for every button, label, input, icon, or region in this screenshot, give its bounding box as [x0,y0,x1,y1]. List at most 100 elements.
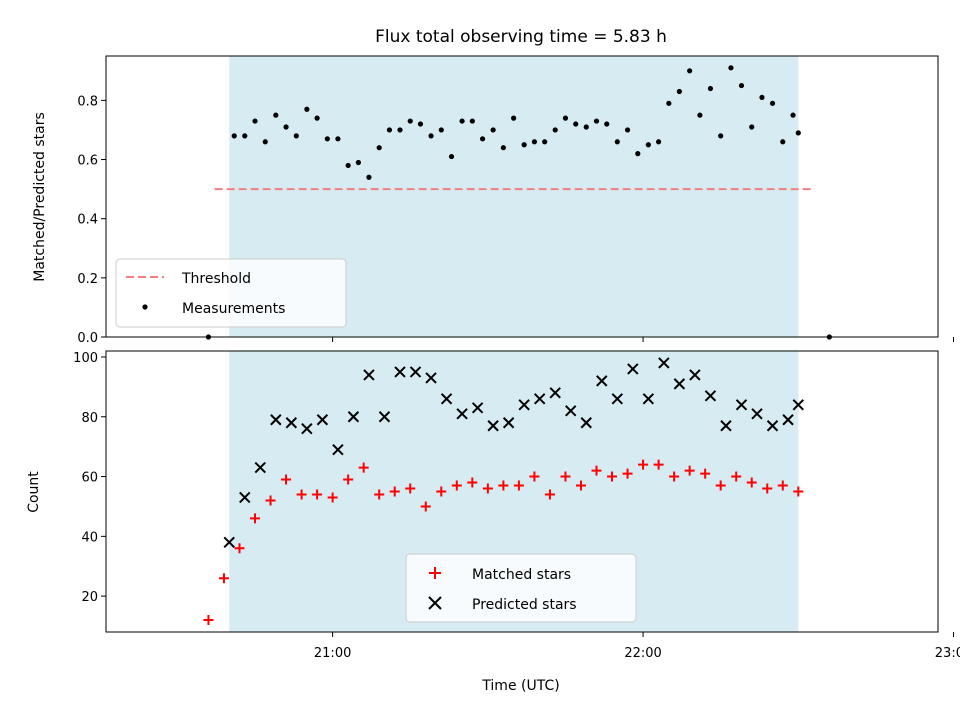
predicted-star-point [596,375,608,387]
predicted-star-point [502,417,515,429]
predicted-star-point [254,461,267,474]
matched-star-point [513,480,524,491]
measurement-point [604,121,610,127]
measurement-point [335,136,341,142]
plot-frame [105,350,939,633]
legend-measurements-label: Measurements [182,301,285,317]
matched-star-point [653,459,664,470]
measurement-point [293,133,299,139]
matched-star-point [281,474,292,485]
matched-star-point [575,480,586,491]
measurement-point [345,162,351,169]
top-legend-box [115,258,347,328]
matched-star-point [234,543,245,554]
y-tick-label: 0.4 [77,213,98,228]
measurement-point [718,133,724,139]
measurement-point [459,118,465,124]
matched-star-point [731,471,742,482]
predicted-star-point [440,393,453,405]
measurement-point [542,139,548,145]
predicted-star-point [409,366,422,378]
measurement-point [687,68,693,74]
matched-star-point [327,492,338,503]
matched-star-point [312,489,323,500]
measurement-point [355,159,361,166]
predicted-star-point [518,399,530,411]
matched-star-point [374,489,385,500]
matched-star-point [420,501,431,512]
matched-star-point [405,483,416,494]
predicted-star-point [332,443,344,456]
measurement-point [242,133,248,139]
matched-star-point [343,474,354,485]
predicted-star-point [223,536,235,549]
predicted-star-point [766,420,779,432]
legend-predicted-swatch [428,596,442,610]
predicted-star-point [347,411,360,423]
matched-star-point [358,462,369,473]
matched-star-point [793,486,804,497]
predicted-star-point [549,387,561,399]
predicted-star-point [642,393,655,405]
predicted-star-point [689,369,701,381]
measurement-point [697,112,703,118]
predicted-star-point [394,366,406,378]
y-tick-label: 0.2 [77,272,98,287]
measurement-point [531,139,538,145]
matched-star-point [389,486,400,497]
predicted-star-point [627,363,639,375]
matched-star-point [451,480,462,491]
measurement-point [614,139,620,145]
measurement-point [324,136,330,142]
measurement-point [521,142,527,148]
matched-star-point [436,486,447,497]
y-tick-label: 0.8 [77,94,98,109]
predicted-star-point [751,408,763,420]
predicted-star-point [565,405,577,417]
measurement-point [304,106,310,112]
measurement-point [283,124,289,130]
measurement-point [479,136,486,142]
measurement-point [500,145,506,151]
y-tick-label: 40 [81,530,98,545]
plot-frame [105,55,939,338]
bottom-ylabel: Count [26,471,42,513]
measurement-point [707,85,714,92]
measurement-point [490,127,496,133]
matched-star-point [203,615,214,626]
x-tick-label: 21:00 [314,646,351,661]
measurement-point [795,130,801,136]
matched-star-point [715,480,726,491]
predicted-star-point [378,411,391,423]
matched-star-point [762,483,773,494]
y-tick-label: 20 [81,590,98,605]
measurement-point [314,115,320,121]
measurement-point [469,118,475,124]
predicted-star-point [735,399,748,411]
matched-star-point [218,573,229,584]
top-legend: Threshold Measurements [115,258,347,328]
measurement-point [790,112,796,118]
bottom-legend: Matched stars Predicted stars [405,553,637,623]
predicted-star-point [316,414,329,426]
measurement-point [417,121,424,127]
x-tick-label: 23:00 [935,646,960,661]
predicted-star-point [720,420,732,432]
top-ylabel: Matched/Predicted stars [32,112,48,282]
measurement-point [262,139,268,145]
measurement-point [366,174,372,180]
predicted-star-point [533,393,546,405]
predicted-star-point [792,399,805,411]
measurement-point [397,127,403,133]
predicted-star-point [487,420,499,432]
measurement-point [386,127,393,133]
measurement-point [376,145,382,151]
matched-star-point [746,477,757,488]
predicted-star-point [425,372,437,384]
measurement-point [448,153,455,160]
measurement-point [676,88,682,95]
matched-star-point [250,513,261,524]
matched-star-point [669,471,680,482]
measurement-point [407,118,413,124]
